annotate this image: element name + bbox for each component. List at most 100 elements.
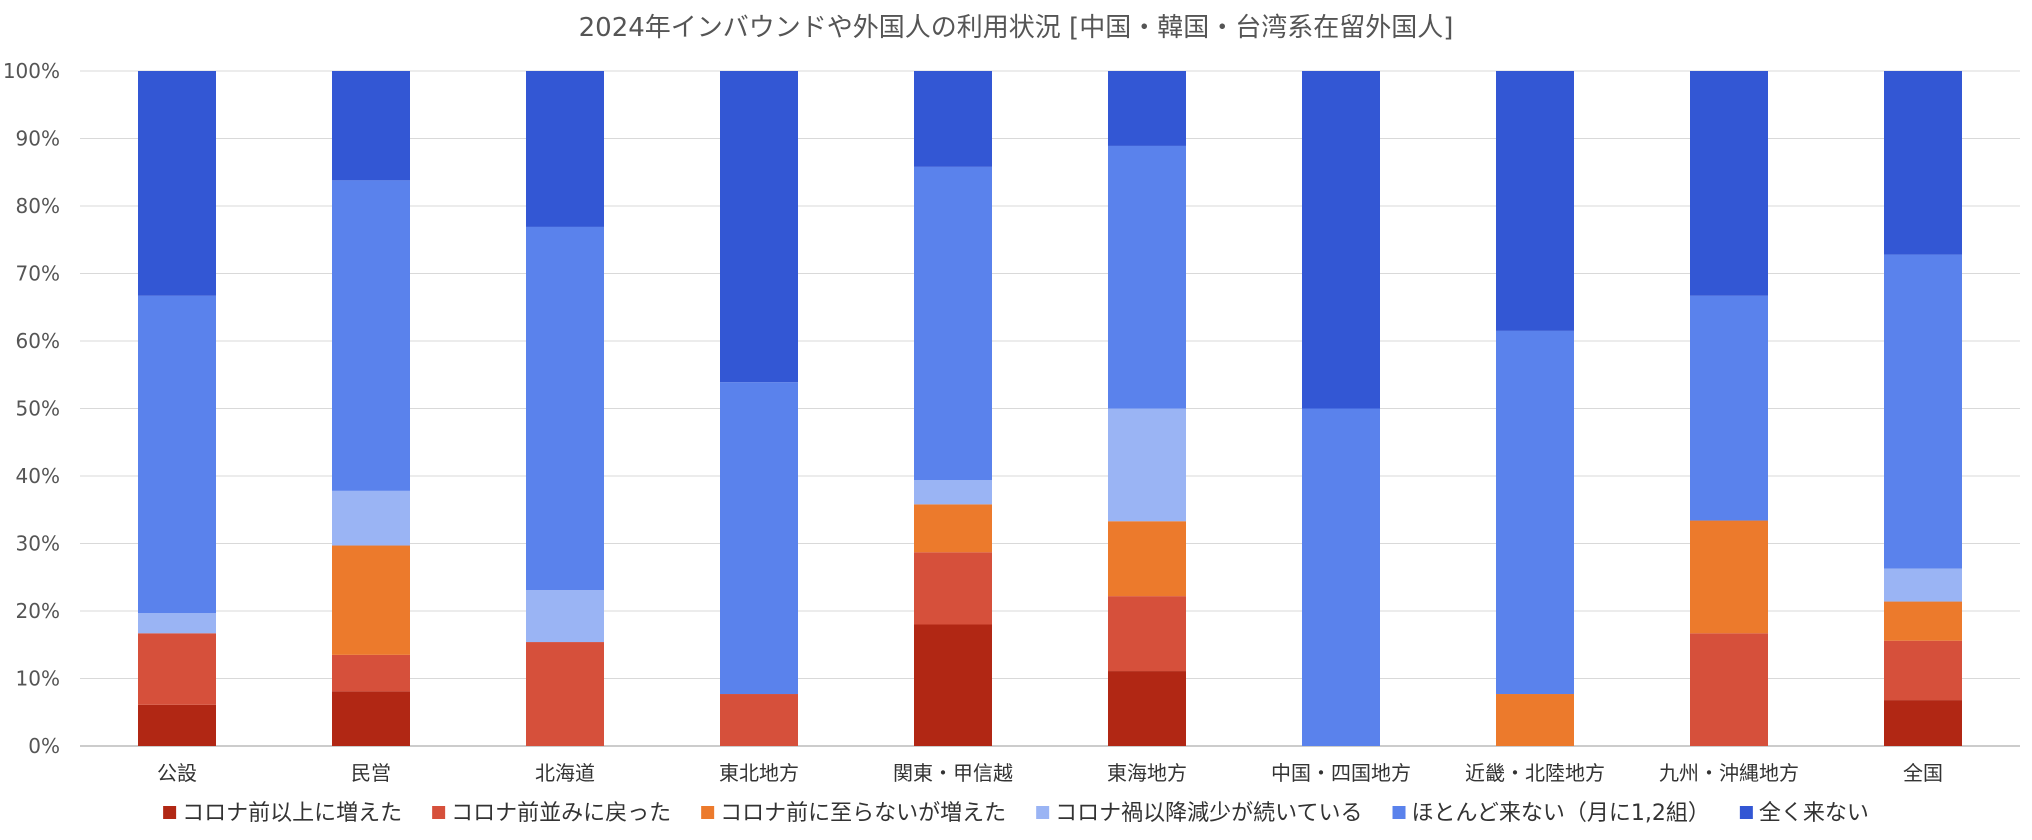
- bar-segment: [1690, 295, 1768, 521]
- y-tick-label: 40%: [16, 464, 60, 488]
- bar-segment: [914, 71, 992, 167]
- bar-segment: [138, 295, 216, 614]
- y-tick-label: 50%: [16, 397, 60, 421]
- bar-segment: [138, 633, 216, 705]
- bar-stack: [1496, 71, 1574, 746]
- bar-segment: [332, 545, 410, 655]
- legend: コロナ前以上に増えた コロナ前並みに戻った コロナ前に至らないが増えた コロナ禍以降減…: [163, 801, 1869, 826]
- bars: [138, 71, 1962, 746]
- bar-segment: [1884, 71, 1962, 255]
- bar-segment: [720, 71, 798, 383]
- bar-segment: [1884, 640, 1962, 701]
- bar-segment: [1884, 568, 1962, 602]
- bar-stack: [914, 71, 992, 746]
- bar-segment: [1108, 71, 1186, 146]
- y-tick-label: 70%: [16, 262, 60, 286]
- x-category-label: 公設: [157, 761, 197, 785]
- legend-swatch: [432, 806, 446, 819]
- chart-title: 2024年インバウンドや外国人の利用状況 [中国・韓国・台湾系在留外国人]: [579, 13, 1454, 43]
- bar-segment: [720, 694, 798, 746]
- y-tick-label: 60%: [16, 329, 60, 353]
- y-tick-label: 80%: [16, 194, 60, 218]
- bar-segment: [332, 691, 410, 746]
- y-tick-label: 0%: [28, 734, 60, 758]
- bar-segment: [1108, 408, 1186, 522]
- bar-segment: [526, 226, 604, 591]
- bar-segment: [1496, 71, 1574, 331]
- y-axis-ticks: 0% 10% 20% 30% 40% 50% 60% 70% 80% 90% 100%: [3, 59, 60, 758]
- bar-segment: [720, 382, 798, 695]
- bar-stack: [1302, 71, 1380, 746]
- legend-label: コロナ禍以降減少が続いている: [1055, 801, 1362, 826]
- legend-label: コロナ前以上に増えた: [182, 801, 402, 826]
- y-tick-label: 20%: [16, 599, 60, 623]
- bar-segment: [1496, 694, 1574, 746]
- x-category-label: 東北地方: [719, 761, 799, 785]
- bar-segment: [914, 504, 992, 553]
- legend-label: コロナ前並みに戻った: [451, 801, 671, 826]
- bar-stack: [138, 71, 216, 746]
- bar-segment: [914, 624, 992, 746]
- bar-segment: [332, 180, 410, 491]
- bar-stack: [1108, 71, 1186, 746]
- y-tick-label: 100%: [3, 59, 60, 83]
- legend-swatch: [1392, 806, 1406, 819]
- bar-segment: [1302, 71, 1380, 409]
- bar-segment: [1690, 71, 1768, 296]
- bar-stack: [1690, 71, 1768, 746]
- legend-item: ほとんど来ない（月に1,2組）: [1392, 801, 1710, 826]
- bar-segment: [332, 71, 410, 181]
- bar-stack: [332, 71, 410, 746]
- y-tick-label: 90%: [16, 127, 60, 151]
- bar-segment: [1108, 596, 1186, 672]
- legend-label: コロナ前に至らないが増えた: [720, 801, 1006, 826]
- x-category-label: 民営: [351, 761, 391, 785]
- bar-segment: [526, 590, 604, 643]
- bar-segment: [1108, 671, 1186, 746]
- bar-segment: [914, 480, 992, 505]
- bar-segment: [1884, 700, 1962, 746]
- bar-segment: [1496, 330, 1574, 695]
- bar-segment: [138, 71, 216, 296]
- x-category-label: 北海道: [535, 761, 595, 785]
- bar-segment: [138, 704, 216, 746]
- legend-item: コロナ禍以降減少が続いている: [1036, 801, 1363, 826]
- bar-segment: [332, 654, 410, 692]
- bar-stack: [1884, 71, 1962, 746]
- bar-segment: [1690, 520, 1768, 634]
- y-tick-label: 10%: [16, 667, 60, 691]
- x-category-label: 東海地方: [1107, 761, 1187, 785]
- legend-swatch: [163, 806, 177, 819]
- legend-swatch: [1739, 806, 1753, 819]
- bar-segment: [914, 552, 992, 625]
- bar-segment: [526, 71, 604, 227]
- legend-label: 全く来ない: [1759, 801, 1869, 826]
- legend-item: コロナ前に至らないが増えた: [701, 801, 1006, 826]
- bar-stack: [526, 71, 604, 746]
- bar-stack: [720, 71, 798, 746]
- bar-segment: [1884, 601, 1962, 641]
- legend-swatch: [701, 806, 715, 819]
- bar-segment: [1108, 521, 1186, 597]
- bar-segment: [914, 166, 992, 481]
- bar-segment: [1108, 145, 1186, 409]
- legend-label: ほとんど来ない（月に1,2組）: [1412, 801, 1710, 826]
- bar-segment: [138, 613, 216, 634]
- legend-item: コロナ前以上に増えた: [163, 801, 402, 826]
- x-category-label: 九州・沖縄地方: [1659, 761, 1799, 785]
- legend-item: コロナ前並みに戻った: [432, 801, 671, 826]
- x-axis-labels: 公設 民営 北海道 東北地方 関東・甲信越 東海地方 中国・四国地方 近畿・北陸地方 九州・沖縄…: [157, 761, 1943, 785]
- bar-segment: [1884, 254, 1962, 569]
- x-category-label: 関東・甲信越: [893, 761, 1013, 785]
- y-tick-label: 30%: [16, 532, 60, 556]
- bar-segment: [526, 642, 604, 746]
- bar-segment: [332, 490, 410, 546]
- legend-item: 全く来ない: [1739, 801, 1869, 826]
- bar-segment: [1690, 633, 1768, 746]
- x-category-label: 全国: [1903, 761, 1943, 785]
- x-category-label: 近畿・北陸地方: [1465, 761, 1605, 785]
- legend-swatch: [1036, 806, 1050, 819]
- bar-segment: [1302, 408, 1380, 746]
